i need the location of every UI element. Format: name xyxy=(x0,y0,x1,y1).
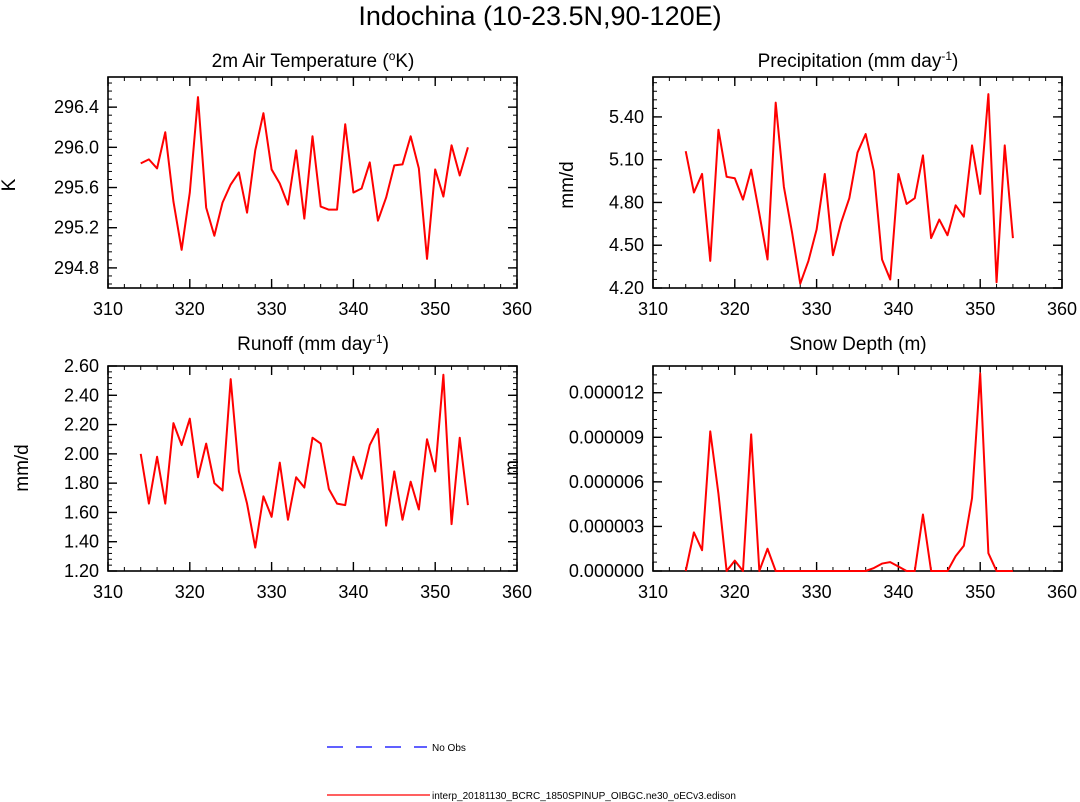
y-tick-label: 4.20 xyxy=(609,278,644,298)
panel-title-main: Runoff (mm day xyxy=(237,334,372,355)
x-tick-label: 330 xyxy=(257,582,287,602)
panel-air-temperature: 2m Air Temperature (oK) K 310 320 330 340 35… xyxy=(0,49,532,319)
plot-frame xyxy=(107,76,518,289)
panel-title-main: 2m Air Temperature ( xyxy=(212,51,390,72)
y-tick-label: 1.20 xyxy=(64,561,99,581)
y-tick-label: 1.80 xyxy=(64,473,99,493)
x-tick-label: 320 xyxy=(175,582,205,602)
x-tick-label: 330 xyxy=(802,299,832,319)
x-tick-label: 360 xyxy=(1047,299,1077,319)
x-tick-label: 310 xyxy=(638,582,668,602)
y-axis-label: K xyxy=(0,178,20,191)
panel-title-sup: -1 xyxy=(941,49,952,63)
y-tick-label: 0.000003 xyxy=(569,516,644,536)
x-tick-label: 340 xyxy=(338,299,368,319)
y-tick-label: 295.6 xyxy=(54,178,99,198)
x-tick-label: 350 xyxy=(420,299,450,319)
y-tick-label: 2.20 xyxy=(64,415,99,435)
y-tick-label: 2.00 xyxy=(64,444,99,464)
y-tick-label: 0.000009 xyxy=(569,427,644,447)
x-tick-label: 320 xyxy=(720,582,750,602)
y-tick-label: 2.40 xyxy=(64,385,99,405)
y-tick-label: 295.2 xyxy=(54,218,99,238)
y-tick-label: 0.000006 xyxy=(569,472,644,492)
panel-title-end: K) xyxy=(395,51,414,72)
panel-title-end: ) xyxy=(952,51,958,72)
x-tick-label: 310 xyxy=(93,299,123,319)
y-axis-label: mm/d xyxy=(557,161,578,209)
series-line-model xyxy=(684,372,1013,572)
x-tick-label: 340 xyxy=(338,582,368,602)
y-tick-label: 296.4 xyxy=(54,97,99,117)
x-tick-label: 320 xyxy=(720,299,750,319)
panel-precipitation: Precipitation (mm day-1) mm/d 310 320 330 3… xyxy=(557,49,1077,319)
y-tick-label: 1.60 xyxy=(64,502,99,522)
y-axis-label: mm/d xyxy=(12,444,33,492)
x-tick-label: 310 xyxy=(638,299,668,319)
y-tick-label: 1.40 xyxy=(64,532,99,552)
panel-title-sup: o xyxy=(389,49,396,63)
panel-title-end: ) xyxy=(383,334,389,355)
figure-title: Indochina (10-23.5N,90-120E) xyxy=(358,1,721,31)
series-line-model xyxy=(140,96,469,260)
x-tick-label: 340 xyxy=(883,582,913,602)
panel-title-sup: -1 xyxy=(372,332,383,346)
panel-title: Snow Depth (m) xyxy=(789,334,926,355)
y-tick-label: 296.0 xyxy=(54,137,99,157)
y-axis-label: m xyxy=(502,460,523,476)
plot-frame xyxy=(107,365,518,572)
y-tick-label: 5.40 xyxy=(609,107,644,127)
x-tick-label: 350 xyxy=(965,299,995,319)
panel-title-main: Precipitation (mm day xyxy=(758,51,942,72)
x-tick-label: 340 xyxy=(883,299,913,319)
plot-frame xyxy=(652,76,1063,289)
y-tick-label: 4.80 xyxy=(609,192,644,212)
x-tick-label: 360 xyxy=(502,582,532,602)
panel-title: Precipitation (mm day-1) xyxy=(758,49,959,72)
x-tick-label: 360 xyxy=(1047,582,1077,602)
panel-snow-depth: Snow Depth (m) m 310 320 330 340 350 360 0.000… xyxy=(502,334,1077,602)
panel-runoff: Runoff (mm day-1) mm/d 310 320 330 340 350 36… xyxy=(12,332,532,602)
x-tick-label: 350 xyxy=(965,582,995,602)
legend: No Obs interp_20181130_BCRC_1850SPINUP_O… xyxy=(327,743,736,802)
x-tick-label: 350 xyxy=(420,582,450,602)
x-tick-label: 360 xyxy=(502,299,532,319)
series-line-model xyxy=(139,373,469,549)
x-tick-label: 320 xyxy=(175,299,205,319)
legend-model-label: interp_20181130_BCRC_1850SPINUP_OIBGC.ne… xyxy=(432,791,736,802)
y-tick-label: 0.000000 xyxy=(569,561,644,581)
series-line-model xyxy=(684,93,1014,285)
x-tick-label: 330 xyxy=(257,299,287,319)
panel-title: 2m Air Temperature (oK) xyxy=(212,49,415,72)
y-tick-label: 4.50 xyxy=(609,235,644,255)
y-tick-label: 0.000012 xyxy=(569,383,644,403)
legend-obs-label: No Obs xyxy=(432,743,466,754)
y-tick-label: 2.60 xyxy=(64,356,99,376)
panel-title-main: Snow Depth (m) xyxy=(789,334,926,355)
x-tick-label: 310 xyxy=(93,582,123,602)
y-tick-label: 294.8 xyxy=(54,258,99,278)
panel-title: Runoff (mm day-1) xyxy=(237,332,389,355)
x-tick-label: 330 xyxy=(802,582,832,602)
y-tick-label: 5.10 xyxy=(609,150,644,170)
